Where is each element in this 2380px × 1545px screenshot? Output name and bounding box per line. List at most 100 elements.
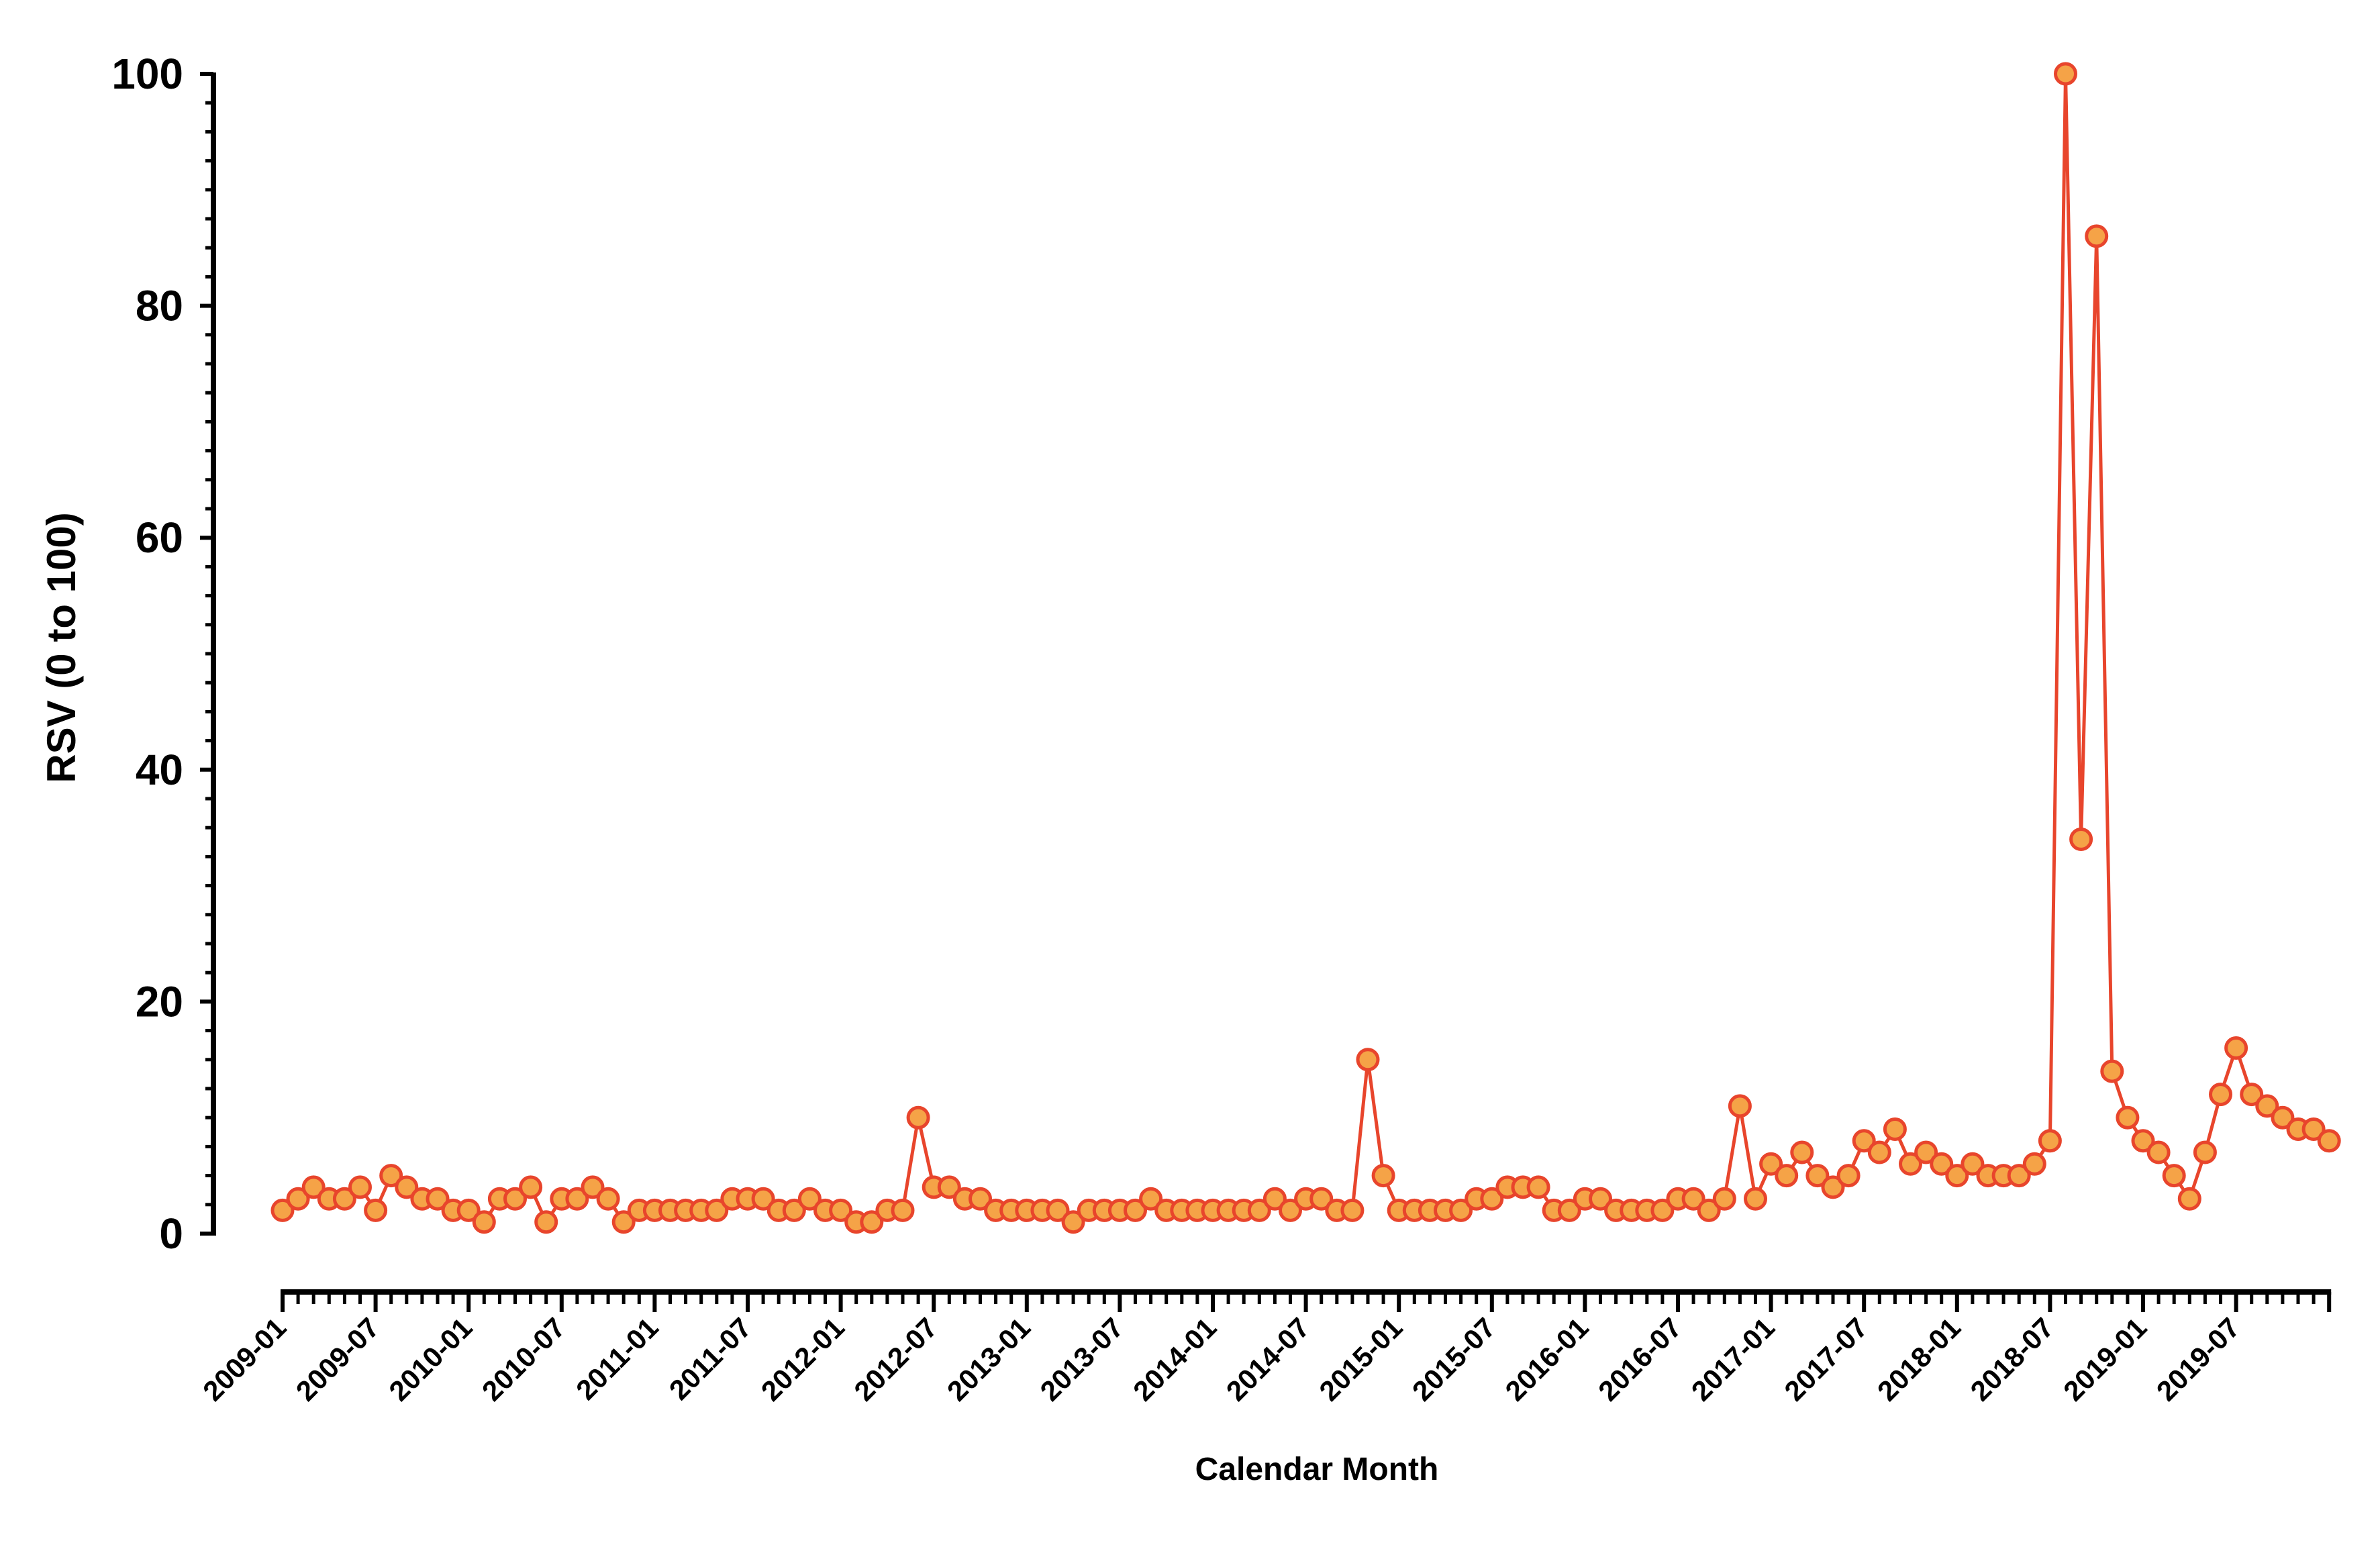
data-point xyxy=(2100,1059,2124,1083)
x-tick-label: 2009-07 xyxy=(290,1311,385,1407)
data-point xyxy=(301,1175,326,1199)
x-tick-label: 2013-01 xyxy=(941,1311,1036,1407)
x-tick-label: 2009-01 xyxy=(197,1311,292,1407)
x-tick-label: 2019-07 xyxy=(2150,1311,2246,1407)
x-tick-label: 2016-07 xyxy=(1592,1311,1687,1407)
data-point xyxy=(2146,1140,2171,1164)
data-point xyxy=(1340,1198,1365,1222)
x-tick-label: 2016-01 xyxy=(1499,1311,1595,1407)
data-point xyxy=(1557,1198,1581,1222)
data-point xyxy=(1681,1187,1705,1211)
data-point xyxy=(1480,1187,1504,1211)
data-point xyxy=(1262,1187,1287,1211)
data-point xyxy=(1759,1152,1783,1176)
data-point xyxy=(1139,1187,1163,1211)
data-point xyxy=(348,1175,372,1199)
data-point xyxy=(2209,1083,2232,1107)
y-axis-title: RSV (0 to 100) xyxy=(39,512,84,783)
data-point xyxy=(1124,1198,1147,1222)
data-point xyxy=(1930,1152,1954,1176)
data-point xyxy=(596,1187,620,1211)
data-point xyxy=(1805,1164,1830,1188)
data-point xyxy=(565,1187,589,1211)
series-line xyxy=(281,72,2330,1224)
data-point xyxy=(286,1187,310,1211)
series-layer xyxy=(270,62,2341,1234)
y-tick-label: 40 xyxy=(136,746,183,794)
data-point xyxy=(395,1175,419,1199)
data-point xyxy=(1356,1048,1380,1072)
data-point xyxy=(1247,1198,1271,1222)
data-point xyxy=(2116,1105,2140,1130)
data-point xyxy=(1279,1198,1302,1222)
x-tick-label: 2011-01 xyxy=(570,1311,664,1406)
x-tick-label: 2017-07 xyxy=(1778,1311,1873,1407)
data-point xyxy=(581,1175,605,1199)
x-tick-label: 2015-07 xyxy=(1406,1311,1501,1407)
data-point xyxy=(1821,1175,1845,1199)
data-point xyxy=(519,1175,543,1199)
data-point xyxy=(937,1175,961,1199)
x-tick-label: 2018-01 xyxy=(1871,1311,1967,1407)
data-point xyxy=(332,1187,356,1211)
data-point xyxy=(1961,1152,1985,1176)
data-point xyxy=(2069,828,2093,851)
data-point xyxy=(1371,1164,1395,1188)
x-tick-label: 2014-07 xyxy=(1220,1311,1316,1407)
x-tick-label: 2012-01 xyxy=(755,1311,850,1407)
data-point xyxy=(751,1187,775,1211)
data-point xyxy=(1449,1198,1473,1222)
x-tick-label: 2012-07 xyxy=(848,1311,943,1407)
data-point xyxy=(2085,224,2109,248)
data-point xyxy=(2193,1140,2217,1164)
y-tick-label: 0 xyxy=(159,1209,183,1258)
data-point xyxy=(1046,1198,1070,1222)
data-point xyxy=(1589,1187,1612,1211)
data-point xyxy=(969,1187,992,1211)
data-point xyxy=(1309,1187,1334,1211)
data-point xyxy=(782,1198,806,1222)
y-tick-label: 100 xyxy=(111,50,183,98)
data-point xyxy=(1945,1164,1969,1188)
data-point xyxy=(2177,1187,2201,1211)
data-point xyxy=(1775,1164,1799,1188)
data-point xyxy=(797,1187,822,1211)
data-point xyxy=(2301,1117,2326,1141)
data-point xyxy=(1712,1187,1736,1211)
x-axis: 2009-012009-072010-012010-072011-012011-… xyxy=(197,1289,2332,1407)
y-tick-label: 20 xyxy=(136,977,183,1026)
data-point xyxy=(1697,1198,1721,1222)
data-point xyxy=(891,1198,915,1222)
data-point xyxy=(1744,1187,1767,1211)
y-axis: 0 20 40 60 80 100 xyxy=(111,50,216,1258)
data-point xyxy=(1852,1129,1876,1153)
data-point xyxy=(2224,1036,2248,1060)
data-point xyxy=(2271,1105,2295,1130)
data-point xyxy=(705,1198,729,1222)
data-point xyxy=(1867,1140,1891,1164)
data-point xyxy=(611,1210,636,1234)
data-point xyxy=(503,1187,527,1211)
data-point xyxy=(1526,1175,1550,1199)
x-tick-label: 2015-01 xyxy=(1313,1311,1408,1407)
x-tick-label: 2017-01 xyxy=(1685,1311,1781,1407)
data-point xyxy=(364,1198,388,1222)
x-tick-label: 2019-01 xyxy=(2057,1311,2152,1407)
data-point xyxy=(1650,1198,1675,1222)
x-tick-label: 2010-01 xyxy=(383,1311,478,1407)
data-point xyxy=(426,1187,450,1211)
x-tick-label: 2018-07 xyxy=(1965,1311,2060,1407)
data-point xyxy=(2255,1094,2279,1118)
x-tick-label: 2014-01 xyxy=(1127,1311,1222,1407)
data-point xyxy=(2007,1164,2031,1188)
data-point xyxy=(2054,62,2077,86)
data-point xyxy=(379,1164,403,1188)
data-point xyxy=(2022,1152,2046,1176)
data-point xyxy=(472,1210,496,1234)
data-point xyxy=(2038,1129,2062,1153)
data-point xyxy=(2162,1164,2186,1188)
data-point xyxy=(1728,1094,1752,1118)
data-point xyxy=(270,1198,295,1222)
